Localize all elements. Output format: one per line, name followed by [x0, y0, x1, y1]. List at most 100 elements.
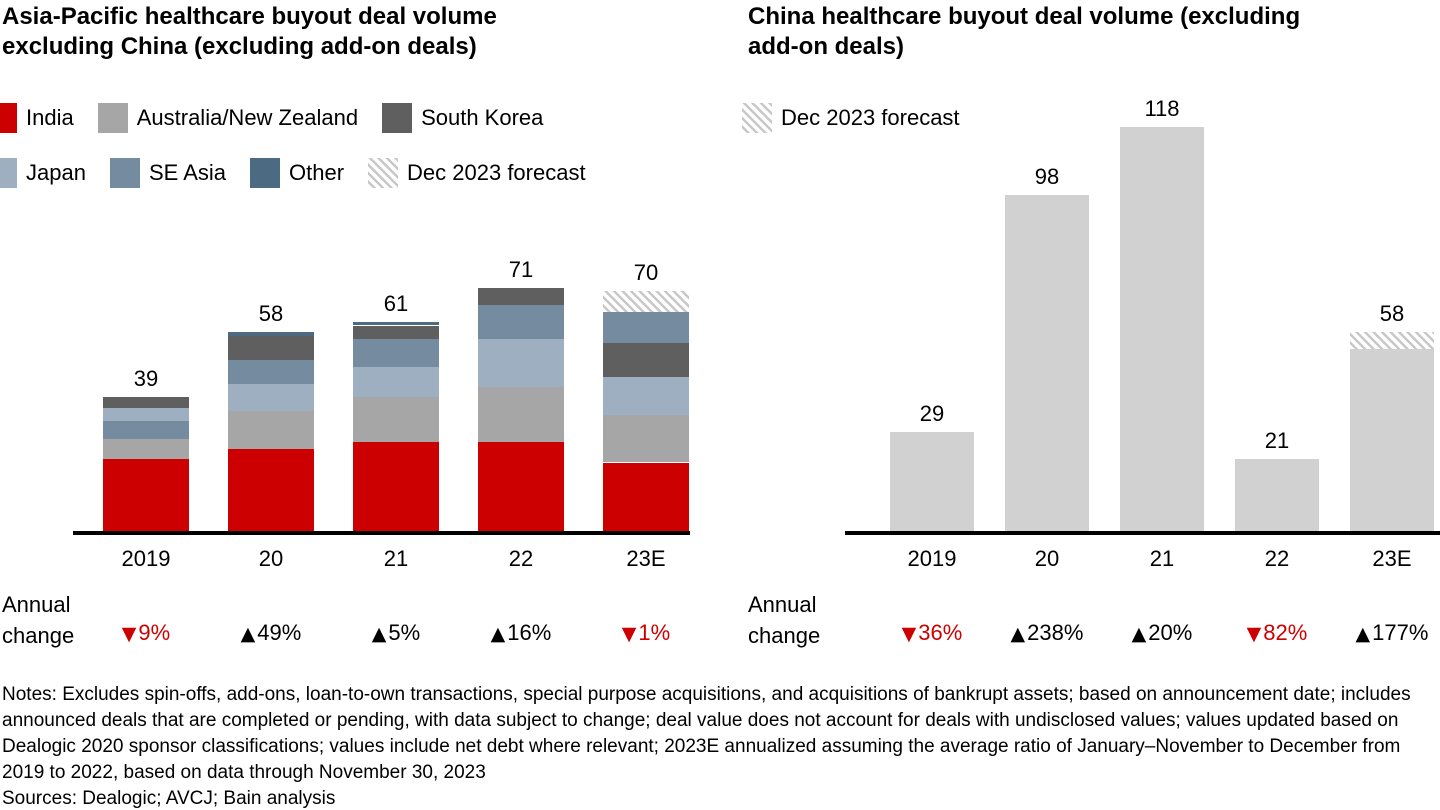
bar-segment-japan-22 — [478, 339, 564, 388]
bar-value-label-21: 118 — [1144, 95, 1180, 121]
x-tick-label-22: 22 — [508, 546, 534, 571]
x-tick-label-20: 20 — [1034, 546, 1060, 571]
bar-value-label-23e: 70 — [633, 260, 659, 286]
legend-row: Japan SE Asia Other Dec 2023 forecast — [0, 158, 687, 188]
bar-value-label-20: 58 — [258, 301, 284, 327]
left-chart-x-axis — [73, 531, 690, 535]
legend-item-other: Other — [250, 158, 344, 188]
x-tick-label-20: 20 — [258, 546, 284, 571]
bar-value-label-21: 61 — [383, 291, 409, 317]
up-triangle-icon: ▲ — [490, 623, 506, 645]
x-tick-label-23e: 23E — [626, 546, 666, 571]
bar-segment-china-2019 — [890, 431, 974, 531]
se-asia-swatch-icon — [109, 158, 140, 188]
annual-change-left-21: ▲5% — [326, 617, 466, 650]
legend-item-dec-2023-forecast: Dec 2023 forecast — [368, 158, 586, 188]
annual-change-value: 16% — [507, 620, 552, 645]
right-chart-x-axis — [845, 531, 1440, 535]
legend-item-south-korea: South Korea — [382, 103, 543, 133]
up-triangle-icon: ▲ — [240, 623, 256, 645]
legend-label: Japan — [26, 160, 86, 185]
x-tick-label-2019: 2019 — [907, 546, 957, 571]
legend-label: Australia/New Zealand — [136, 105, 359, 130]
down-triangle-icon: ▼ — [901, 623, 917, 645]
bar-segment-south-korea-20 — [228, 335, 314, 360]
other-swatch-icon — [250, 158, 280, 188]
annual-change-value: 20% — [1148, 620, 1193, 645]
sources-text: Sources: Dealogic; AVCJ; Bain analysis — [2, 788, 336, 809]
dec-2023-forecast-swatch-icon — [368, 158, 399, 188]
bar-value-label-20: 98 — [1034, 164, 1060, 190]
right-chart-title: China healthcare buyout deal volume (exc… — [748, 3, 1301, 60]
legend-item-dec-2023-forecast: Dec 2023 forecast — [742, 103, 960, 133]
bar-segment-australia-new-zealand-23e — [603, 414, 689, 463]
bar-segment-dec-2023-forecast-23e — [603, 291, 689, 312]
annual-change-value: 82% — [1263, 620, 1308, 645]
legend-item-india: India — [0, 103, 74, 133]
bar-segment-japan-21 — [353, 366, 439, 398]
annual-change-left-2019: ▼9% — [76, 617, 216, 650]
bar-segment-china-20 — [1005, 195, 1089, 531]
x-tick-label-23e: 23E — [1372, 546, 1412, 571]
bar-segment-india-20 — [228, 448, 314, 531]
bar-segment-india-2019 — [103, 459, 189, 531]
annual-change-right-23e: ▲177% — [1322, 617, 1440, 650]
annual-change-right-2019: ▼36% — [862, 617, 1002, 650]
bar-segment-japan-2019 — [103, 407, 189, 422]
legend-label: SE Asia — [148, 160, 226, 185]
up-triangle-icon: ▲ — [1010, 623, 1026, 645]
right-annual-change-label: Annual change — [748, 592, 821, 648]
australia-new-zealand-swatch-icon — [97, 103, 128, 133]
annual-change-value: 177% — [1372, 620, 1429, 645]
bar-segment-japan-23e — [603, 376, 689, 415]
south-korea-swatch-icon — [382, 103, 413, 133]
bar-value-label-22: 71 — [508, 256, 534, 282]
bar-segment-other-20 — [228, 332, 314, 336]
bar-segment-australia-new-zealand-22 — [478, 387, 564, 442]
annual-change-right-21: ▲20% — [1092, 617, 1232, 650]
annual-change-left-22: ▲16% — [451, 617, 591, 650]
legend-row: India Australia/New Zealand South Korea — [0, 103, 687, 133]
bar-segment-australia-new-zealand-21 — [353, 397, 439, 442]
bar-value-label-2019: 39 — [133, 366, 159, 392]
bar-segment-se-asia-20 — [228, 359, 314, 384]
notes-text: Notes: Excludes spin-offs, add-ons, loan… — [2, 684, 1411, 783]
legend-item-se-asia: SE Asia — [109, 158, 226, 188]
left-chart-title: Asia-Pacific healthcare buyout deal volu… — [2, 3, 497, 60]
bar-segment-china-21 — [1120, 126, 1204, 531]
annual-change-right-22: ▼82% — [1207, 617, 1347, 650]
dec-2023-forecast-swatch-icon — [742, 103, 772, 133]
legend-label: Dec 2023 forecast — [407, 160, 586, 185]
x-tick-label-21: 21 — [383, 546, 409, 571]
bar-segment-japan-20 — [228, 383, 314, 412]
bar-segment-australia-new-zealand-2019 — [103, 438, 189, 460]
japan-swatch-icon — [0, 158, 17, 188]
annual-change-value: 36% — [918, 620, 963, 645]
bar-segment-dec-2023-forecast-23e — [1350, 332, 1434, 350]
legend-item-japan: Japan — [0, 158, 86, 188]
bar-segment-china-22 — [1235, 459, 1319, 531]
annual-change-value: 1% — [638, 620, 671, 645]
legend-item-australia-new-zealand: Australia/New Zealand — [97, 103, 359, 133]
down-triangle-icon: ▼ — [121, 623, 137, 645]
bar-segment-australia-new-zealand-20 — [228, 411, 314, 449]
bar-segment-south-korea-22 — [478, 287, 564, 305]
annual-change-value: 5% — [388, 620, 421, 645]
bar-segment-se-asia-22 — [478, 304, 564, 340]
legend-label: Dec 2023 forecast — [781, 105, 960, 130]
x-tick-label-22: 22 — [1264, 546, 1290, 571]
footnotes-block: Notes: Excludes spin-offs, add-ons, loan… — [2, 682, 1438, 810]
bar-segment-south-korea-21 — [353, 325, 439, 340]
bar-segment-other-21 — [353, 322, 439, 326]
bar-segment-india-22 — [478, 441, 564, 531]
bar-value-label-23e: 58 — [1379, 301, 1405, 327]
x-tick-label-2019: 2019 — [121, 546, 171, 571]
legend-row: Dec 2023 forecast — [742, 103, 984, 133]
bar-segment-china-23e — [1350, 349, 1434, 531]
bar-segment-se-asia-2019 — [103, 421, 189, 439]
annual-change-left-20: ▲49% — [201, 617, 341, 650]
left-annual-change-label: Annual change — [2, 592, 75, 648]
bar-value-label-22: 21 — [1264, 428, 1290, 454]
up-triangle-icon: ▲ — [371, 623, 387, 645]
